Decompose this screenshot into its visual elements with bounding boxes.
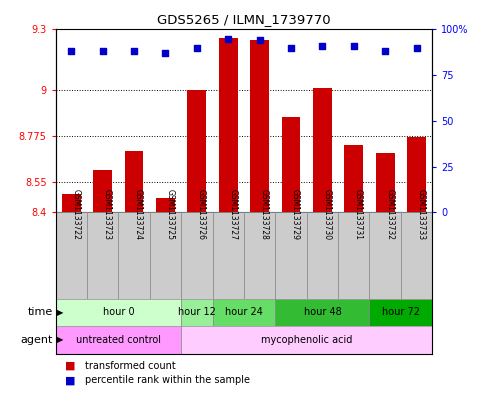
Text: GSM1133722: GSM1133722 [71,189,80,240]
Bar [213,299,275,326]
Text: GSM1133728: GSM1133728 [260,189,269,240]
Text: time: time [28,307,53,318]
Point [193,45,201,51]
Bar [150,212,181,299]
Bar [244,212,275,299]
Text: GSM1133730: GSM1133730 [323,189,331,241]
Text: hour 24: hour 24 [225,307,263,318]
Text: agent: agent [21,335,53,345]
Point [319,43,327,49]
Text: GSM1133733: GSM1133733 [416,189,426,241]
Text: untreated control: untreated control [76,335,161,345]
Bar [275,299,369,326]
Bar [401,212,432,299]
Point [130,48,138,55]
Text: hour 72: hour 72 [382,307,420,318]
Bar [181,212,213,299]
Bar [219,38,238,212]
Bar [93,170,112,212]
Bar [307,212,338,299]
Bar [213,212,244,299]
Text: transformed count: transformed count [85,361,175,371]
Text: ■: ■ [65,361,76,371]
Text: GSM1133723: GSM1133723 [103,189,112,240]
Bar [118,212,150,299]
Bar [369,212,401,299]
Bar [56,299,181,326]
Text: percentile rank within the sample: percentile rank within the sample [85,375,250,385]
Text: ▶: ▶ [57,308,63,317]
Point [224,35,232,42]
Text: GSM1133729: GSM1133729 [291,189,300,240]
Bar [338,212,369,299]
Text: ▶: ▶ [57,336,63,344]
Bar [376,153,395,212]
Text: mycophenolic acid: mycophenolic acid [261,335,353,345]
Bar [181,299,213,326]
Bar [344,145,363,212]
Bar [407,137,426,212]
Point [412,45,420,51]
Bar [125,151,143,212]
Bar [181,326,432,354]
Text: GSM1133732: GSM1133732 [385,189,394,240]
Bar [187,90,206,212]
Bar [56,326,181,354]
Text: hour 12: hour 12 [178,307,216,318]
Point [68,48,75,55]
Bar [56,212,87,299]
Text: hour 0: hour 0 [102,307,134,318]
Point [161,50,170,56]
Bar [250,40,269,212]
Text: GSM1133726: GSM1133726 [197,189,206,240]
Text: GSM1133725: GSM1133725 [165,189,174,240]
Text: GDS5265 / ILMN_1739770: GDS5265 / ILMN_1739770 [157,13,331,26]
Text: GSM1133724: GSM1133724 [134,189,143,240]
Point [287,45,295,51]
Bar [313,88,332,212]
Bar [62,194,81,212]
Point [382,48,389,55]
Point [256,37,264,44]
Bar [369,299,432,326]
Text: GSM1133727: GSM1133727 [228,189,237,240]
Bar [275,212,307,299]
Text: ■: ■ [65,375,76,385]
Bar [87,212,118,299]
Bar [156,198,175,212]
Point [99,48,107,55]
Point [350,43,357,49]
Bar [282,117,300,212]
Text: hour 48: hour 48 [303,307,341,318]
Text: GSM1133731: GSM1133731 [354,189,363,240]
